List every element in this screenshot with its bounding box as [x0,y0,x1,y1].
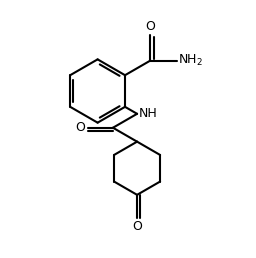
Text: NH: NH [139,107,158,120]
Text: NH$_2$: NH$_2$ [178,53,203,68]
Text: O: O [145,20,155,33]
Text: O: O [76,121,86,134]
Text: O: O [132,220,142,233]
